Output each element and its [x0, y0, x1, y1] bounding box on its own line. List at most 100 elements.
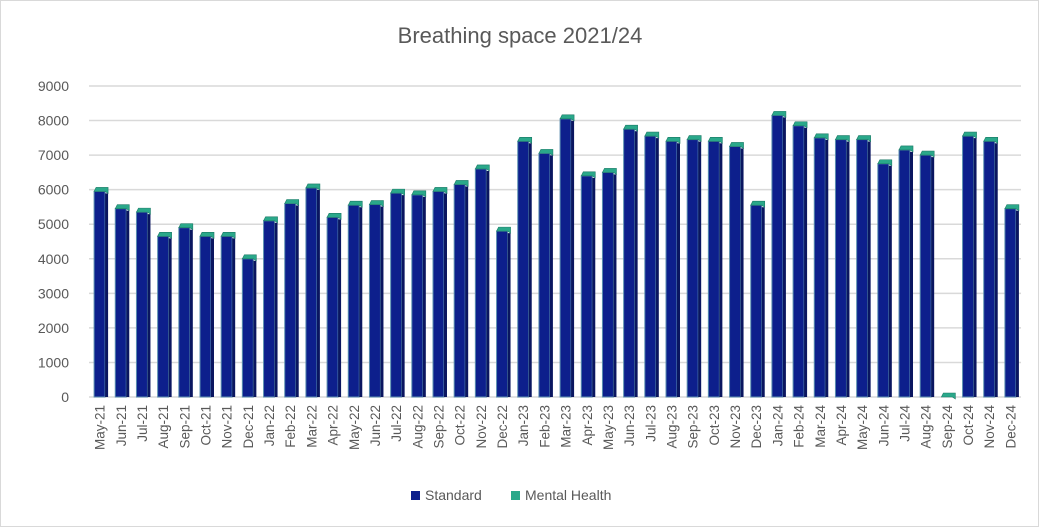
chart-title: Breathing space 2021/24 [398, 23, 643, 48]
bar-standard-side [719, 143, 723, 397]
x-tick-label: Jul-22 [389, 405, 404, 442]
y-tick-label: 4000 [38, 251, 69, 267]
bar-standard [93, 190, 106, 398]
bar-mental-health [178, 223, 194, 231]
x-tick-label: Jun-24 [876, 405, 891, 447]
y-tick-label: 8000 [38, 113, 69, 129]
bar-mental-health [962, 131, 977, 139]
x-tick-label: Jun-22 [368, 405, 383, 446]
bar-standard [623, 128, 636, 398]
bar-standard-side [422, 196, 426, 397]
bar-standard [411, 194, 424, 398]
x-tick-label: May-24 [855, 405, 870, 451]
bar-mental-health [813, 133, 829, 141]
bar-mental-health [919, 150, 935, 158]
bar-standard-side [401, 195, 405, 397]
bar-mental-health [877, 159, 893, 167]
x-tick-label: May-21 [93, 405, 108, 450]
bar-mental-health [559, 114, 575, 122]
bar-mental-health [305, 183, 321, 191]
bar-standard [263, 220, 276, 398]
bar-standard-side [274, 222, 278, 397]
bar-mental-health [453, 180, 469, 188]
x-tick-label: Aug-23 [665, 405, 680, 449]
bar-mental-health [411, 190, 427, 198]
bar-mental-health [220, 232, 236, 239]
x-tick-label: Oct-22 [453, 405, 468, 446]
bar-standard-side [316, 189, 320, 397]
bar-standard-side [549, 155, 553, 397]
bar-mental-health [538, 149, 554, 156]
bar-standard-side [994, 143, 998, 397]
bar-standard [390, 192, 403, 398]
x-tick-label: Feb-23 [537, 405, 552, 448]
bar-standard [877, 163, 890, 398]
bar-standard [284, 202, 297, 398]
x-tick-label: Mar-24 [813, 405, 828, 448]
x-tick-label: Dec-22 [495, 405, 510, 449]
x-tick-label: Aug-21 [156, 405, 171, 449]
bar-mental-health [644, 131, 660, 139]
bar-mental-health [157, 232, 172, 239]
bar-standard-side [295, 205, 299, 397]
bar-mental-health [474, 164, 490, 172]
bar-mental-health [983, 136, 999, 144]
bar-standard [241, 258, 254, 398]
bar-standard [729, 145, 742, 398]
bar-standard-side [338, 219, 342, 397]
bar-standard-side [634, 131, 638, 397]
bar-mental-health [93, 187, 109, 194]
bar-mental-health [199, 232, 215, 239]
bar-standard [919, 154, 932, 398]
bar-standard [1004, 208, 1017, 398]
bar-mental-health [856, 135, 871, 143]
bar-mental-health [432, 187, 448, 194]
bar-standard [305, 187, 318, 398]
bar-mental-health [665, 136, 681, 144]
bar-standard [368, 204, 381, 398]
bar-standard [135, 211, 148, 398]
legend-label: Standard [425, 487, 482, 503]
y-tick-label: 5000 [38, 216, 69, 232]
bar-standard-side [465, 186, 469, 397]
x-tick-label: Mar-23 [559, 405, 574, 448]
bar-standard [856, 139, 869, 398]
bar-mental-health [729, 142, 744, 150]
y-tick-label: 1000 [38, 354, 69, 370]
x-tick-label: Jan-23 [516, 405, 531, 446]
bar-mental-health [284, 199, 300, 207]
bar-standard-side [211, 238, 214, 397]
bar-standard [432, 190, 445, 398]
bar-standard-side [655, 138, 659, 397]
bar-standard-side [592, 177, 596, 397]
bar-mental-health [347, 200, 363, 208]
bar-standard [898, 149, 911, 398]
bar-standard [983, 140, 996, 398]
bar-standard-side [147, 214, 151, 397]
bar-mental-health [940, 392, 956, 400]
bar-standard [496, 230, 509, 398]
bar-mental-health [771, 111, 787, 118]
bar-standard-side [126, 210, 130, 397]
bar-standard [538, 152, 551, 398]
bar-standard-side [910, 151, 913, 397]
bar-mental-health [580, 171, 596, 179]
bar-standard-side [232, 238, 236, 397]
bar-standard-side [507, 233, 511, 397]
bar-mental-health [623, 124, 638, 132]
bar-standard [178, 227, 191, 398]
bar-standard-side [613, 174, 617, 397]
bar-standard-side [528, 143, 532, 397]
x-tick-label: Jan-22 [262, 405, 277, 446]
bar-mental-health [517, 136, 533, 144]
x-tick-label: Sep-24 [940, 405, 955, 449]
bar-standard [517, 140, 530, 398]
y-tick-label: 9000 [38, 78, 69, 94]
bar-standard-side [698, 141, 702, 397]
x-tick-label: Dec-23 [749, 405, 764, 449]
bar-standard-side [846, 141, 850, 397]
legend-swatch [511, 491, 520, 500]
x-tick-label: Mar-22 [304, 405, 319, 448]
y-tick-label: 2000 [38, 320, 69, 336]
